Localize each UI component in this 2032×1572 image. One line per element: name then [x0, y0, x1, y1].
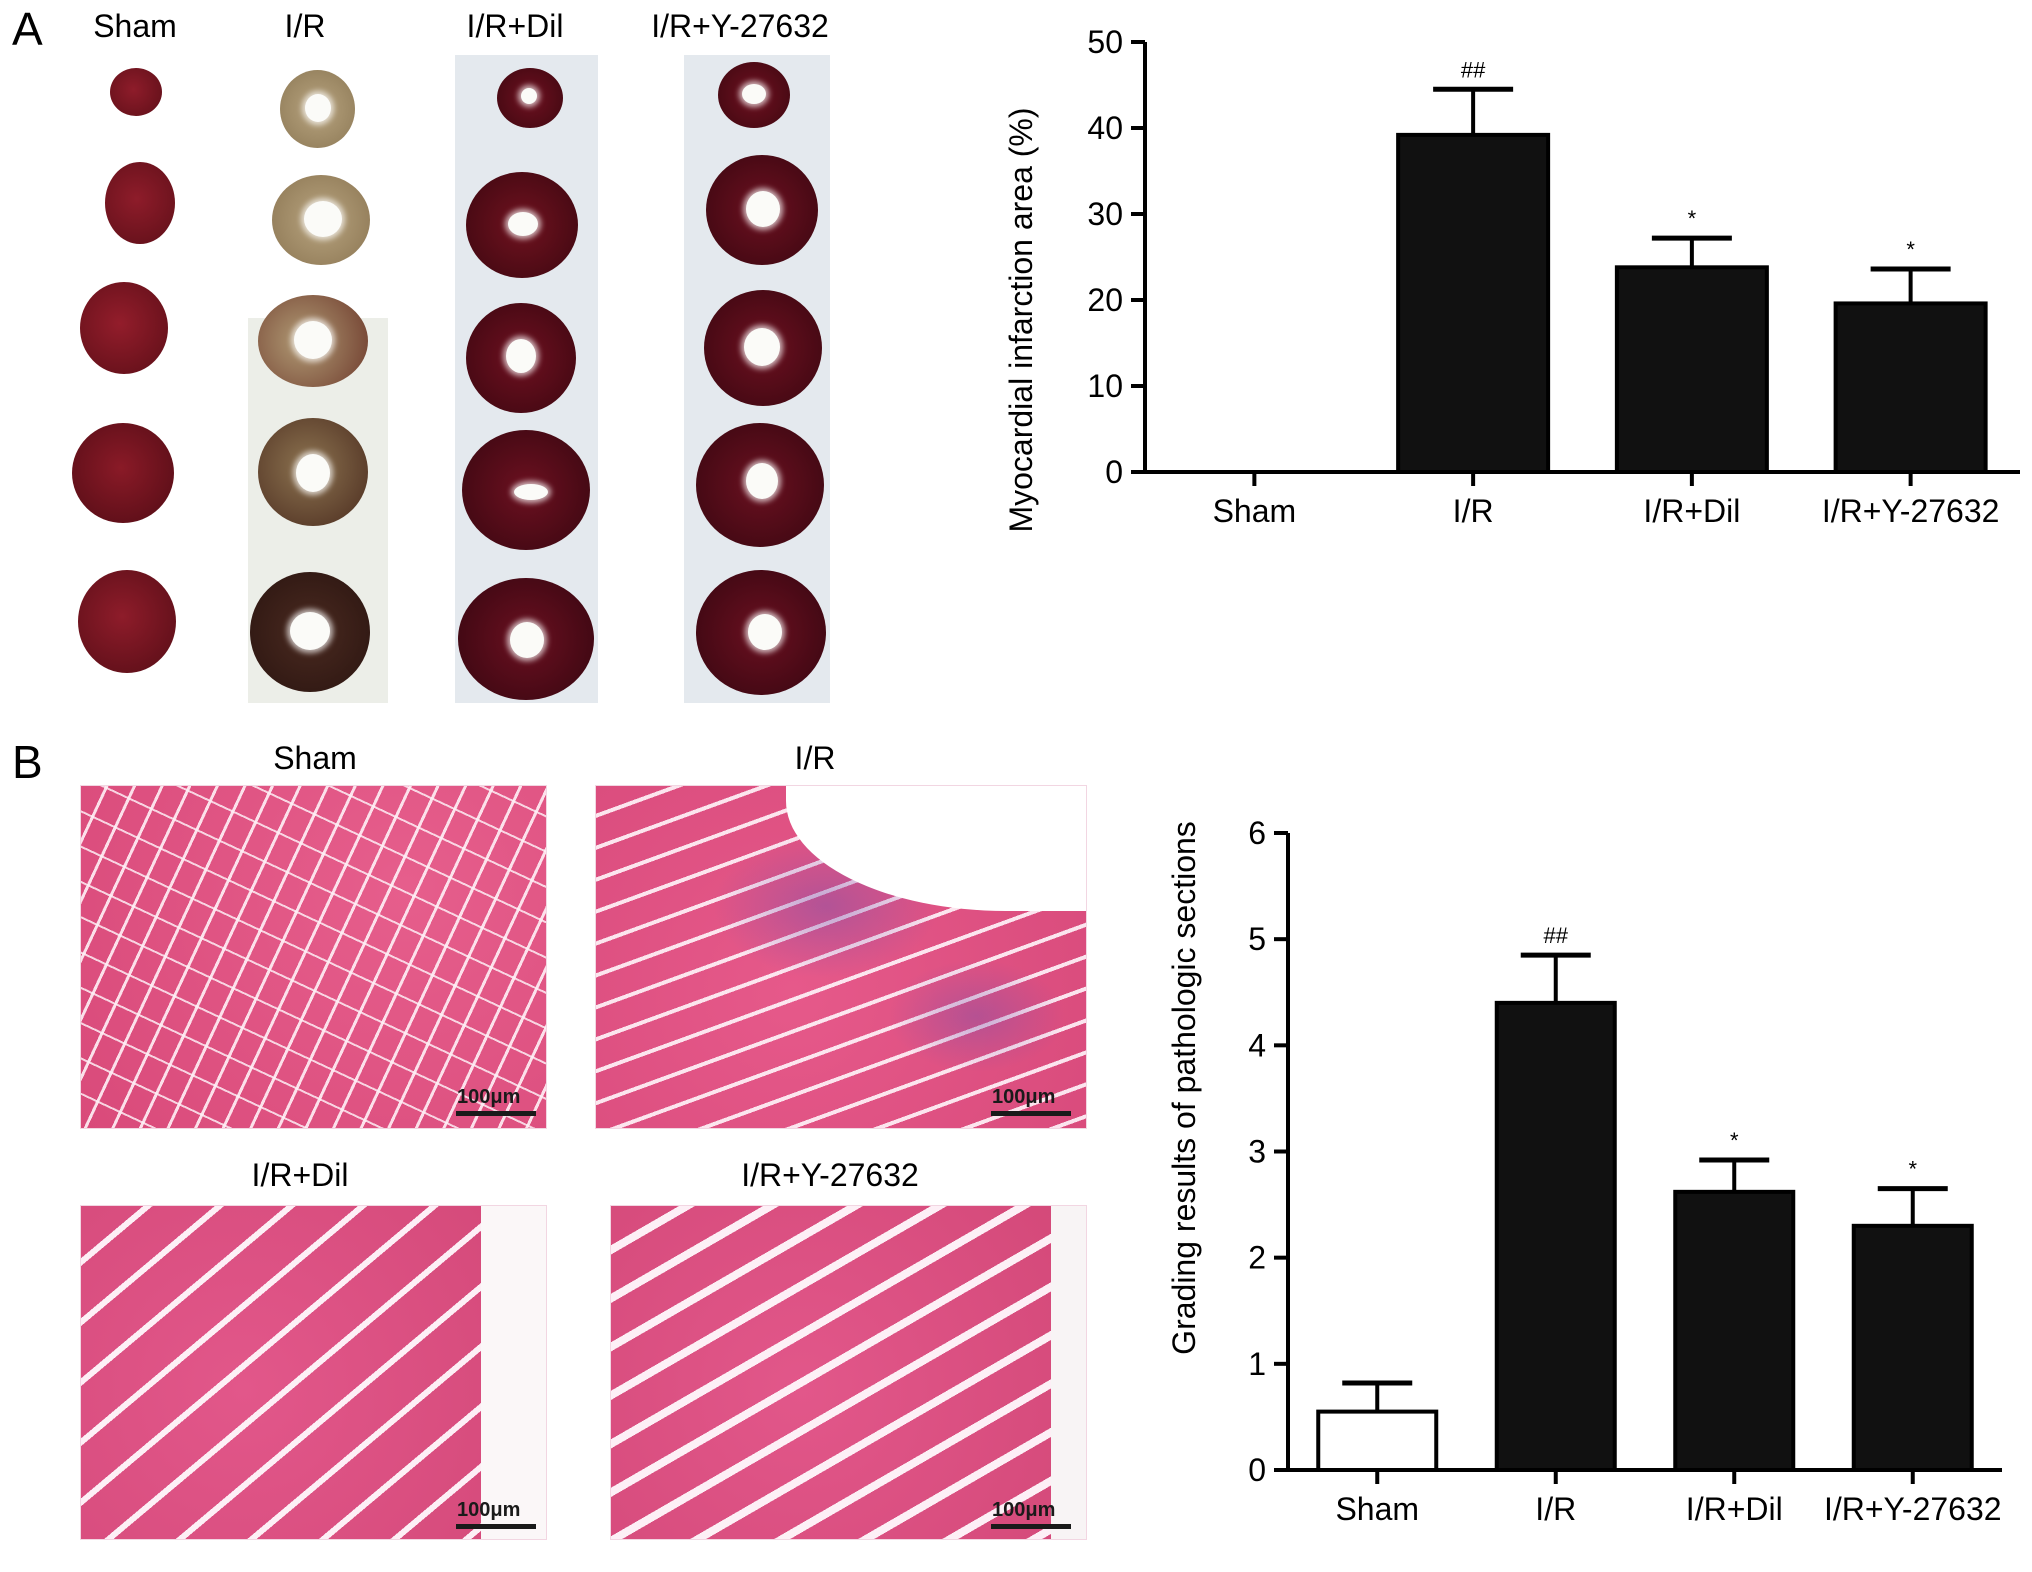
significance-mark: * — [1908, 1157, 1917, 1182]
significance-mark: * — [1730, 1128, 1739, 1153]
bar-I/R+Dil — [1614, 265, 1769, 474]
he-image-ir: 100μm — [595, 785, 1087, 1129]
heart-slice-ir-dil-1 — [497, 68, 563, 128]
slice-label-ir-y27632: I/R+Y-27632 — [651, 8, 829, 44]
bar-I/R+Y-27632 — [1851, 1223, 1974, 1473]
tissue-gap — [786, 786, 1086, 911]
heart-slice-sham-3 — [80, 282, 168, 374]
heart-slice-ir-y27632-5 — [696, 570, 826, 695]
x-tick-label: I/R — [1535, 1491, 1576, 1527]
y-tick-label: 40 — [1087, 110, 1123, 146]
he-label-ir: I/R — [794, 740, 836, 776]
heart-slice-ir-dil-5 — [458, 578, 594, 700]
x-tick-label: I/R+Dil — [1643, 493, 1740, 529]
heart-slice-sham-2 — [105, 162, 175, 244]
x-tick-label: I/R+Y-27632 — [1824, 1491, 2002, 1527]
heart-slice-sham-1 — [110, 68, 162, 116]
y-tick-label: 3 — [1248, 1134, 1266, 1170]
y-tick-label: 0 — [1105, 454, 1123, 490]
he-label-ir-dil: I/R+Dil — [251, 1157, 349, 1193]
scale-bar — [456, 1111, 536, 1116]
scale-bar-label: 100μm — [457, 1086, 521, 1108]
slice-label-ir-dil: I/R+Dil — [466, 8, 564, 44]
heart-slice-ir-2 — [272, 175, 370, 265]
y-tick-label: 1 — [1248, 1346, 1266, 1382]
x-tick-label: Sham — [1335, 1491, 1419, 1527]
heart-slice-ir-y27632-2 — [706, 155, 818, 265]
heart-slice-ir-3 — [258, 295, 368, 387]
he-label-sham: Sham — [273, 740, 357, 776]
tissue-edge — [481, 1206, 546, 1539]
scale-bar-label: 100μm — [457, 1499, 521, 1521]
he-image-sham: 100μm — [80, 785, 547, 1129]
y-tick-label: 2 — [1248, 1240, 1266, 1276]
scale-bar-label: 100μm — [992, 1086, 1056, 1108]
heart-slice-ir-5 — [250, 572, 370, 692]
heart-slice-ir-dil-3 — [466, 303, 576, 413]
y-tick-label: 6 — [1248, 815, 1266, 851]
x-tick-label: I/R+Y-27632 — [1822, 493, 2000, 529]
heart-slice-ir-y27632-4 — [696, 423, 824, 547]
pathology-grading-chart: Grading results of pathologic sections 0… — [1166, 815, 2002, 1527]
heart-slice-sham-4 — [72, 423, 174, 523]
y-axis-label: Myocardial infarction area (%) — [1003, 107, 1039, 532]
bar-I/R+Dil — [1673, 1189, 1796, 1472]
scale-bar — [991, 1111, 1071, 1116]
x-tick-label: Sham — [1213, 493, 1297, 529]
y-axis-label: Grading results of pathologic sections — [1166, 821, 1202, 1355]
bar-I/R+Y-27632 — [1833, 301, 1988, 474]
significance-mark: ## — [1461, 57, 1486, 82]
scale-bar — [456, 1524, 536, 1529]
heart-slice-ir-y27632-1 — [718, 62, 790, 128]
panel-a-letter: A — [12, 3, 43, 55]
y-tick-label: 10 — [1087, 368, 1123, 404]
heart-slice-ir-dil-4 — [462, 430, 590, 550]
y-tick-label: 30 — [1087, 196, 1123, 232]
significance-mark: * — [1906, 237, 1915, 262]
y-tick-label: 4 — [1248, 1027, 1266, 1063]
heart-slice-ir-1 — [280, 70, 355, 148]
he-image-ir-dil: 100μm — [80, 1205, 547, 1540]
scale-bar-label: 100μm — [992, 1499, 1056, 1521]
heart-slice-sham-5 — [78, 570, 176, 673]
significance-mark: * — [1688, 206, 1697, 231]
slice-label-sham: Sham — [93, 8, 177, 44]
y-tick-label: 5 — [1248, 921, 1266, 957]
y-tick-label: 20 — [1087, 282, 1123, 318]
bar-Sham — [1316, 1409, 1439, 1473]
heart-slice-ir-y27632-3 — [704, 290, 822, 406]
slice-label-ir: I/R — [284, 8, 326, 44]
he-image-ir-y27632: 100μm — [610, 1205, 1087, 1540]
y-tick-label: 0 — [1248, 1452, 1266, 1488]
y-tick-label: 50 — [1087, 24, 1123, 60]
heart-slice-ir-4 — [258, 418, 368, 526]
bar-I/R — [1396, 132, 1551, 474]
bar-I/R — [1494, 1000, 1617, 1472]
x-tick-label: I/R+Dil — [1686, 1491, 1783, 1527]
heart-slice-ir-dil-2 — [466, 172, 578, 278]
x-tick-label: I/R — [1453, 493, 1494, 529]
panel-b-letter: B — [12, 736, 43, 788]
tissue-edge — [1051, 1206, 1086, 1539]
scale-bar — [991, 1524, 1071, 1529]
he-label-ir-y27632: I/R+Y-27632 — [741, 1157, 919, 1193]
infarct-area-chart: Myocardial infarction area (%) 0 10 20 30 40… — [1003, 24, 2020, 533]
significance-mark: ## — [1544, 923, 1569, 948]
